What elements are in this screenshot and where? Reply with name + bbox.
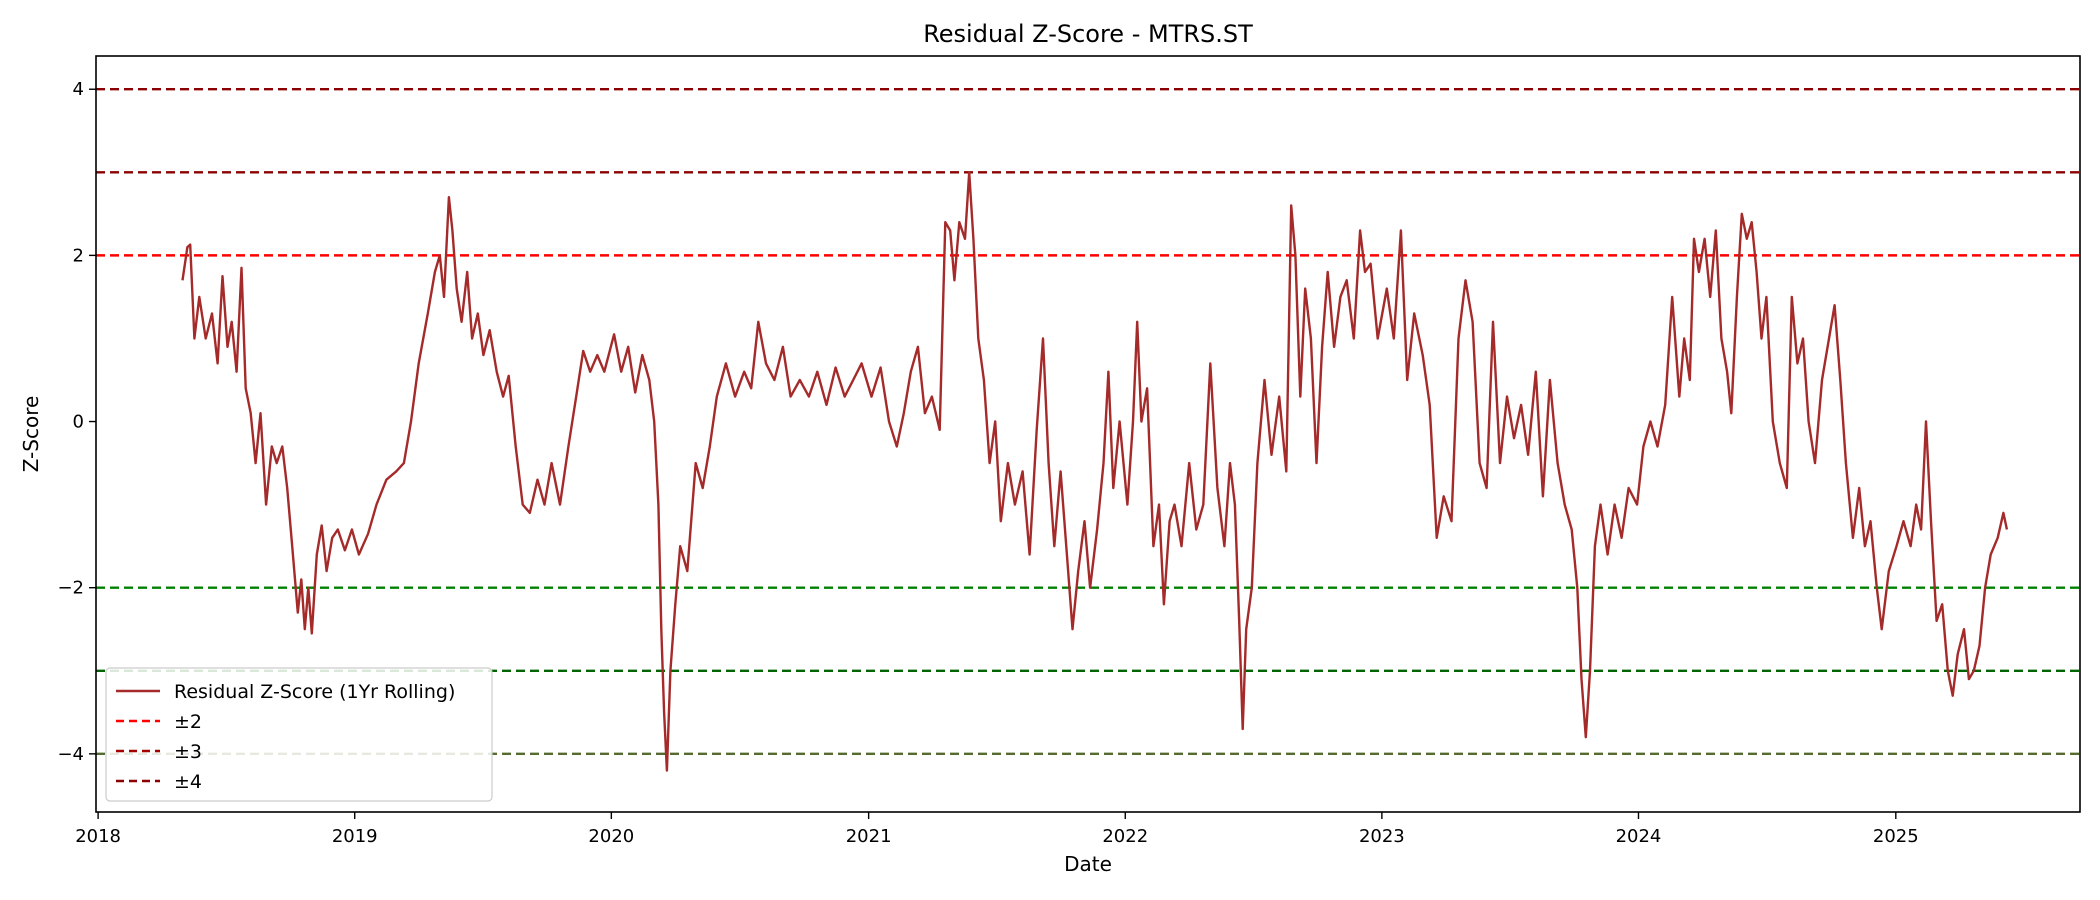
x-tick-label: 2018 [75, 826, 121, 847]
x-tick-label: 2022 [1102, 826, 1148, 847]
x-tick-label: 2024 [1616, 826, 1662, 847]
legend-item-series: Residual Z-Score (1Yr Rolling) [116, 681, 455, 703]
series-line [181, 171, 2009, 772]
x-tick-label: 2021 [846, 826, 892, 847]
legend-item-pm3: ±3 [116, 741, 202, 763]
plot-frame [95, 55, 2081, 813]
x-tick-label: 2025 [1873, 826, 1919, 847]
chart-title: Residual Z-Score - MTRS.ST [923, 20, 1253, 48]
legend-label-series: Residual Z-Score (1Yr Rolling) [174, 681, 455, 703]
y-axis-label: Z-Score [19, 396, 43, 473]
x-tick-label: 2023 [1359, 826, 1405, 847]
x-axis-label: Date [1064, 852, 1112, 876]
y-tick-label: 2 [73, 245, 84, 266]
legend-label-pm4: ±4 [174, 771, 202, 793]
legend-label-pm3: ±3 [174, 741, 202, 763]
legend: Residual Z-Score (1Yr Rolling) ±2 ±3 ±4 [105, 667, 493, 802]
legend-item-pm2: ±2 [116, 711, 202, 733]
x-tick-label: 2020 [588, 826, 634, 847]
legend-item-pm4: ±4 [116, 771, 202, 793]
legend-label-pm2: ±2 [174, 711, 202, 733]
y-tick-label: 0 [73, 412, 84, 433]
axis-ticks: −4 −2 0 2 4 2018 2019 2020 2021 2022 2023 2024 2025 [57, 79, 1918, 847]
legend-box [105, 667, 493, 802]
y-tick-label: −2 [57, 578, 84, 599]
x-tick-label: 2019 [332, 826, 378, 847]
y-tick-label: −4 [57, 744, 84, 765]
y-tick-label: 4 [73, 79, 84, 100]
